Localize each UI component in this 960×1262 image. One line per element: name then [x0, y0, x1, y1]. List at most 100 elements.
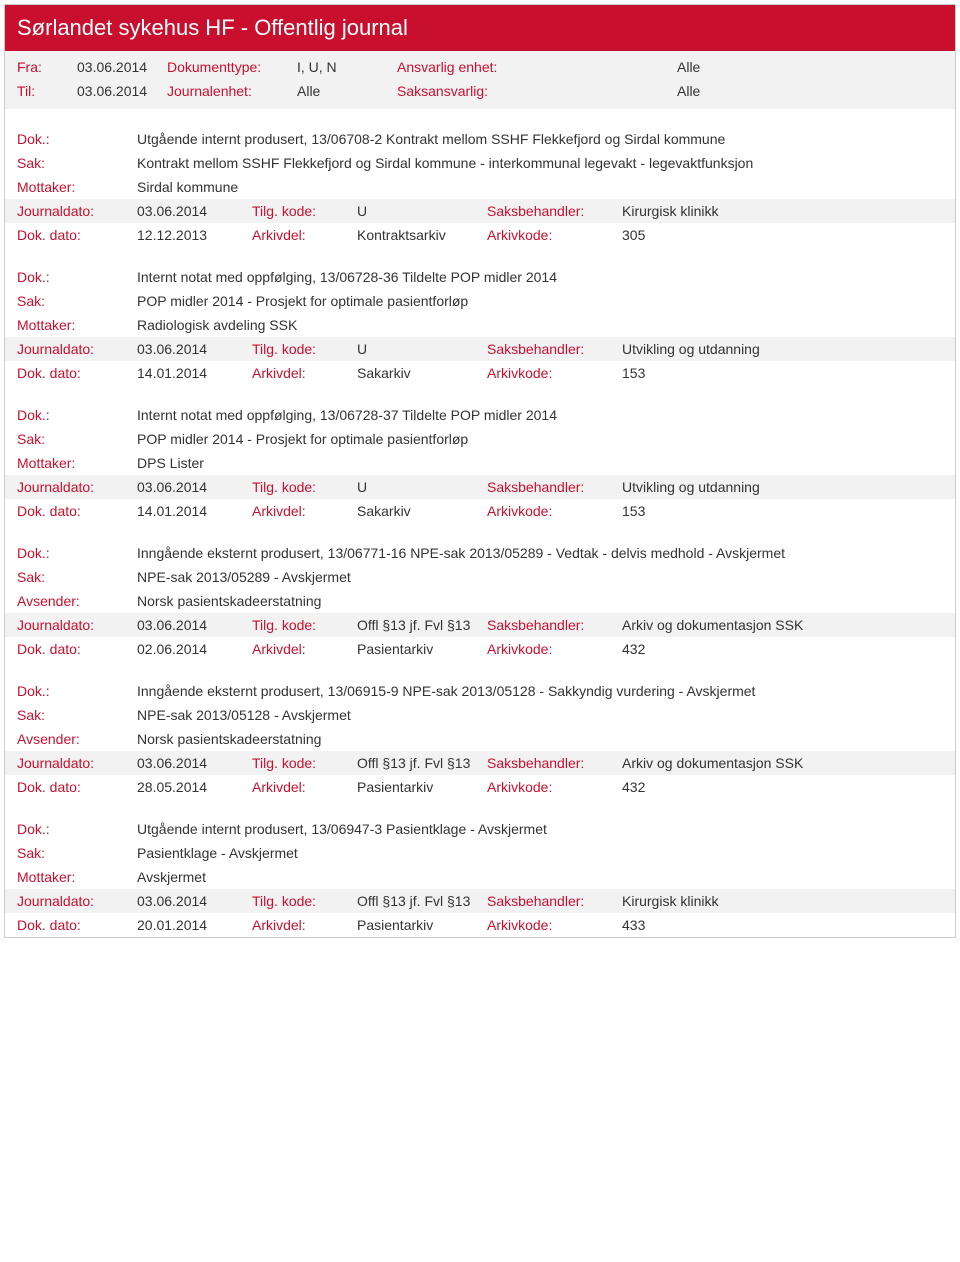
saksbehandler-label: Saksbehandler: — [487, 893, 622, 909]
journaldato-value: 03.06.2014 — [137, 617, 252, 633]
dok-value: Internt notat med oppfølging, 13/06728-3… — [137, 269, 943, 285]
arkivkode-label: Arkivkode: — [487, 779, 622, 795]
journaldato-label: Journaldato: — [17, 341, 137, 357]
dokdato-label: Dok. dato: — [17, 227, 137, 243]
party-label: Mottaker: — [17, 179, 137, 195]
journaldato-row: Journaldato: 03.06.2014 Tilg. kode: Offl… — [5, 613, 955, 637]
dokdato-value: 28.05.2014 — [137, 779, 252, 795]
arkivkode-value: 432 — [622, 779, 943, 795]
party-row: Mottaker: Sirdal kommune — [5, 175, 955, 199]
party-value: Radiologisk avdeling SSK — [137, 317, 943, 333]
dok-label: Dok.: — [17, 821, 137, 837]
journalenhet-value: Alle — [297, 83, 397, 99]
arkivkode-label: Arkivkode: — [487, 227, 622, 243]
arkivdel-value: Pasientarkiv — [357, 917, 487, 933]
dokdato-value: 12.12.2013 — [137, 227, 252, 243]
sak-row: Sak: Pasientklage - Avskjermet — [5, 841, 955, 865]
journaldato-label: Journaldato: — [17, 893, 137, 909]
dokdato-row: Dok. dato: 28.05.2014 Arkivdel: Pasienta… — [5, 775, 955, 799]
dokdato-row: Dok. dato: 14.01.2014 Arkivdel: Sakarkiv… — [5, 361, 955, 385]
tilgkode-label: Tilg. kode: — [252, 479, 357, 495]
sak-label: Sak: — [17, 431, 137, 447]
tilgkode-value: U — [357, 479, 487, 495]
arkivkode-value: 153 — [622, 503, 943, 519]
arkivkode-value: 432 — [622, 641, 943, 657]
tilgkode-value: U — [357, 203, 487, 219]
tilgkode-value: Offl §13 jf. Fvl §13 — [357, 755, 487, 771]
dok-row: Dok.: Internt notat med oppfølging, 13/0… — [5, 265, 955, 289]
til-value: 03.06.2014 — [77, 83, 167, 99]
tilgkode-label: Tilg. kode: — [252, 893, 357, 909]
dokdato-label: Dok. dato: — [17, 641, 137, 657]
ansvarlig-value: Alle — [677, 59, 797, 75]
arkivkode-value: 433 — [622, 917, 943, 933]
saksbehandler-label: Saksbehandler: — [487, 755, 622, 771]
dok-value: Utgående internt produsert, 13/06708-2 K… — [137, 131, 943, 147]
dokdato-label: Dok. dato: — [17, 917, 137, 933]
saksbehandler-value: Arkiv og dokumentasjon SSK — [622, 617, 943, 633]
sak-row: Sak: NPE-sak 2013/05289 - Avskjermet — [5, 565, 955, 589]
fra-label: Fra: — [17, 59, 77, 75]
page-title: Sørlandet sykehus HF - Offentlig journal — [5, 5, 955, 51]
party-row: Mottaker: Avskjermet — [5, 865, 955, 889]
dok-label: Dok.: — [17, 131, 137, 147]
party-value: Norsk pasientskadeerstatning — [137, 593, 943, 609]
tilgkode-value: U — [357, 341, 487, 357]
tilgkode-label: Tilg. kode: — [252, 203, 357, 219]
dokdato-value: 14.01.2014 — [137, 365, 252, 381]
dok-value: Utgående internt produsert, 13/06947-3 P… — [137, 821, 943, 837]
sak-row: Sak: NPE-sak 2013/05128 - Avskjermet — [5, 703, 955, 727]
dokdato-value: 14.01.2014 — [137, 503, 252, 519]
saksbehandler-value: Kirurgisk klinikk — [622, 203, 943, 219]
sak-label: Sak: — [17, 707, 137, 723]
tilgkode-label: Tilg. kode: — [252, 755, 357, 771]
arkivkode-label: Arkivkode: — [487, 365, 622, 381]
dok-row: Dok.: Utgående internt produsert, 13/067… — [5, 127, 955, 151]
journal-entry: Dok.: Utgående internt produsert, 13/067… — [5, 127, 955, 247]
sak-value: Kontrakt mellom SSHF Flekkefjord og Sird… — [137, 155, 943, 171]
party-row: Mottaker: DPS Lister — [5, 451, 955, 475]
journaldato-value: 03.06.2014 — [137, 203, 252, 219]
tilgkode-value: Offl §13 jf. Fvl §13 — [357, 617, 487, 633]
party-row: Avsender: Norsk pasientskadeerstatning — [5, 589, 955, 613]
journaldato-label: Journaldato: — [17, 203, 137, 219]
arkivdel-label: Arkivdel: — [252, 779, 357, 795]
journaldato-row: Journaldato: 03.06.2014 Tilg. kode: Offl… — [5, 889, 955, 913]
dok-value: Inngående eksternt produsert, 13/06771-1… — [137, 545, 943, 561]
arkivdel-value: Sakarkiv — [357, 365, 487, 381]
party-value: DPS Lister — [137, 455, 943, 471]
ansvarlig-label: Ansvarlig enhet: — [397, 59, 677, 75]
party-value: Norsk pasientskadeerstatning — [137, 731, 943, 747]
journal-page: Sørlandet sykehus HF - Offentlig journal… — [4, 4, 956, 938]
dokdato-row: Dok. dato: 02.06.2014 Arkivdel: Pasienta… — [5, 637, 955, 661]
saksbehandler-value: Arkiv og dokumentasjon SSK — [622, 755, 943, 771]
journal-entry: Dok.: Utgående internt produsert, 13/069… — [5, 817, 955, 937]
dokdato-row: Dok. dato: 20.01.2014 Arkivdel: Pasienta… — [5, 913, 955, 937]
dok-label: Dok.: — [17, 683, 137, 699]
sak-label: Sak: — [17, 569, 137, 585]
dokdato-value: 02.06.2014 — [137, 641, 252, 657]
saksbehandler-label: Saksbehandler: — [487, 479, 622, 495]
journal-entry: Dok.: Internt notat med oppfølging, 13/0… — [5, 265, 955, 385]
tilgkode-value: Offl §13 jf. Fvl §13 — [357, 893, 487, 909]
sak-value: Pasientklage - Avskjermet — [137, 845, 943, 861]
arkivkode-label: Arkivkode: — [487, 641, 622, 657]
saksbehandler-value: Utvikling og utdanning — [622, 479, 943, 495]
party-row: Avsender: Norsk pasientskadeerstatning — [5, 727, 955, 751]
sak-value: NPE-sak 2013/05128 - Avskjermet — [137, 707, 943, 723]
arkivdel-label: Arkivdel: — [252, 641, 357, 657]
dokdato-label: Dok. dato: — [17, 365, 137, 381]
tilgkode-label: Tilg. kode: — [252, 341, 357, 357]
party-value: Avskjermet — [137, 869, 943, 885]
saksansvarlig-value: Alle — [677, 83, 797, 99]
party-label: Avsender: — [17, 731, 137, 747]
arkivdel-label: Arkivdel: — [252, 227, 357, 243]
tilgkode-label: Tilg. kode: — [252, 617, 357, 633]
saksbehandler-label: Saksbehandler: — [487, 341, 622, 357]
party-label: Avsender: — [17, 593, 137, 609]
dok-row: Dok.: Utgående internt produsert, 13/069… — [5, 817, 955, 841]
dok-row: Dok.: Inngående eksternt produsert, 13/0… — [5, 679, 955, 703]
fra-value: 03.06.2014 — [77, 59, 167, 75]
arkivkode-label: Arkivkode: — [487, 503, 622, 519]
party-label: Mottaker: — [17, 317, 137, 333]
